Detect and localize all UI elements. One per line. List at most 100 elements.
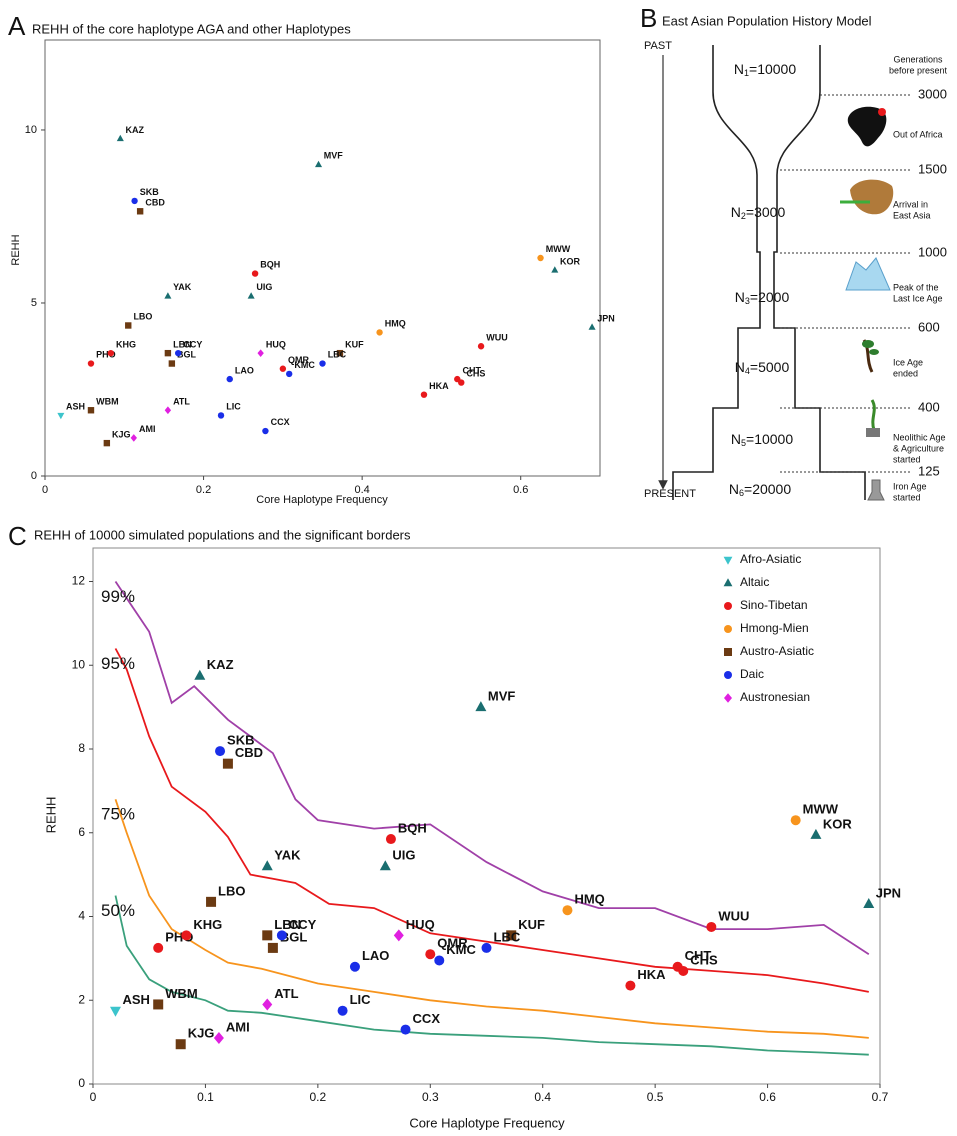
point-label: JPN [597, 313, 615, 323]
data-point [153, 942, 164, 953]
y-tick-label: 6 [78, 825, 85, 839]
size-rest: =20000 [744, 481, 791, 497]
data-point [222, 758, 233, 769]
point-label: KMC [294, 360, 315, 370]
panel-letter: B [640, 3, 657, 33]
data-point [226, 375, 233, 383]
size-var: N [734, 61, 744, 77]
curve-label: 99% [101, 587, 135, 606]
icon-asia [850, 179, 894, 215]
data-point [164, 292, 172, 299]
epoch-caption: Out of Africa [893, 129, 943, 139]
point-label: LBN [274, 917, 301, 932]
legend-marker [724, 602, 732, 610]
point-label: HUQ [266, 339, 286, 349]
epoch-generations: 600 [918, 319, 940, 334]
chart-title: REHH of the core haplotype AGA and other… [32, 21, 351, 36]
curve-label: 75% [101, 805, 135, 824]
size-rest: =10000 [749, 61, 796, 77]
population-size: N4=5000 [735, 359, 790, 377]
data-point [678, 965, 689, 976]
data-point [194, 669, 206, 680]
data-point [425, 949, 436, 960]
curve-label: 95% [101, 654, 135, 673]
point-label: KUF [345, 339, 364, 349]
point-label: BQH [260, 260, 280, 270]
size-rest: =10000 [746, 431, 793, 447]
x-tick-label: 0.7 [872, 1090, 889, 1104]
point-label: ATL [274, 986, 298, 1001]
size-sub: 5 [741, 438, 746, 448]
x-tick-label: 0.4 [534, 1090, 551, 1104]
data-point [153, 999, 164, 1010]
icon-ice [845, 257, 891, 291]
x-tick-label: 0.6 [513, 484, 528, 496]
data-point [315, 160, 323, 168]
legend-marker [723, 578, 733, 587]
data-point [481, 942, 492, 953]
point-label: MWW [803, 802, 839, 817]
size-sub: 3 [745, 296, 750, 306]
y-axis-label: REHH [43, 797, 58, 834]
size-sub: 2 [741, 211, 746, 221]
population-size: N3=2000 [735, 289, 790, 307]
data-point [251, 270, 259, 277]
epoch-caption: started [893, 492, 921, 502]
point-label: LAO [235, 365, 254, 375]
point-label: UIG [256, 282, 272, 292]
point-label: LBO [133, 312, 152, 322]
point-label: KHG [116, 339, 136, 349]
population-shape [672, 45, 866, 500]
icon-leaf [862, 340, 874, 348]
data-point [131, 197, 138, 205]
size-var: N [731, 204, 741, 220]
past-label: PAST [644, 40, 672, 52]
data-point [103, 439, 111, 447]
size-var: N [735, 289, 745, 305]
data-point [215, 746, 226, 757]
data-point [87, 360, 95, 367]
epoch-caption: Arrival in [893, 199, 928, 209]
size-var: N [729, 481, 739, 497]
threshold-curve [114, 799, 869, 1039]
data-point [213, 1031, 224, 1044]
data-point [262, 998, 273, 1011]
icon-pot [866, 428, 880, 437]
data-point [262, 427, 269, 435]
y-tick-label: 10 [72, 657, 86, 671]
data-point [349, 961, 360, 972]
data-point [164, 349, 172, 357]
icon-leaf [869, 349, 879, 355]
data-point [206, 896, 217, 907]
epoch-generations: 400 [918, 399, 940, 414]
legend-label: Afro-Asiatic [740, 552, 801, 566]
legend-marker [724, 693, 732, 703]
size-var: N [735, 359, 745, 375]
point-label: KAZ [126, 125, 145, 135]
epoch-caption: Neolithic Age [893, 432, 946, 442]
data-point [337, 1005, 348, 1016]
point-label: CCX [413, 1011, 441, 1026]
data-point [588, 323, 596, 330]
point-label: CCY [183, 339, 202, 349]
x-tick-label: 0.6 [759, 1090, 776, 1104]
epoch-generations: 125 [918, 463, 940, 478]
data-point [863, 897, 875, 908]
data-point [506, 930, 517, 941]
legend-label: Altaic [740, 575, 769, 589]
point-label: BGL [177, 350, 197, 360]
point-label: KMC [446, 942, 476, 957]
y-tick-label: 0 [31, 470, 37, 482]
population-size: N1=10000 [734, 61, 796, 79]
point-label: WBM [96, 396, 119, 406]
threshold-curve [114, 581, 870, 955]
point-label: ASH [66, 402, 85, 412]
diagram-title: East Asian Population History Model [662, 13, 872, 28]
size-sub: 6 [739, 488, 744, 498]
point-label: HUQ [406, 917, 435, 932]
x-tick-label: 0 [90, 1090, 97, 1104]
data-point [181, 930, 192, 941]
point-label: HMQ [385, 319, 406, 329]
point-label: QMR [288, 355, 309, 365]
